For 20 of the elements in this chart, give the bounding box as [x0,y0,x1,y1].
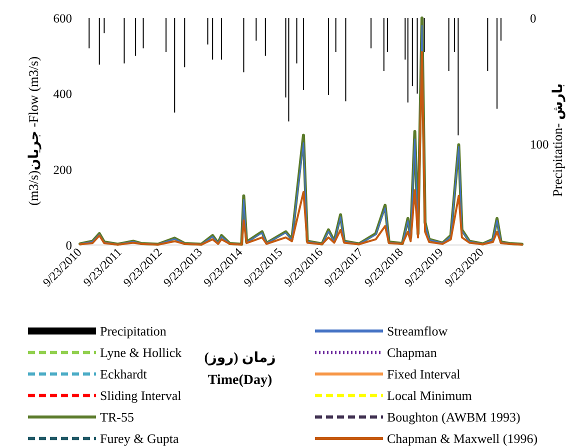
legend-label: Eckhardt [100,366,148,382]
y-tick-label: 600 [53,12,72,26]
legend-label: Chapman [387,345,438,360]
legend-label: Furey & Gupta [100,431,179,446]
legend-label: Sliding Interval [100,388,182,403]
text: Time(Day) [208,373,272,388]
y-tick-label: 200 [53,162,72,177]
legend-label: Streamflow [387,324,448,338]
y-tick-label: 0 [66,238,72,252]
y2-tick-label: 0 [530,12,536,26]
legend-label: Boughton (AWBM 1993) [387,410,520,424]
legend-label: Chapman & Maxwell (1996) [387,431,538,446]
y2-tick-label: 100 [530,138,549,152]
legend-label: TR-55 [100,410,134,424]
legend-label: Lyne & Hollick [100,345,182,360]
legend-label: Fixed Interval [387,366,461,382]
legend-label: Precipitation [100,324,167,338]
text: زمان (روز) [204,351,276,366]
legend-label: Local Minimum [387,388,472,403]
y-tick-label: 400 [53,87,72,102]
